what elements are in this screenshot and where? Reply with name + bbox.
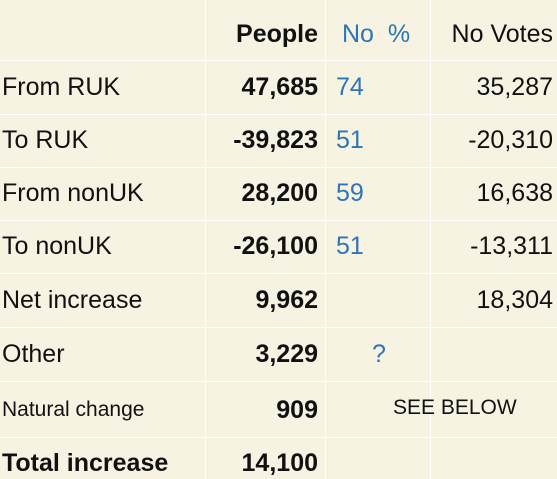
cell-label: To RUK [2, 126, 89, 154]
cell-no-votes: 16,638 [476, 179, 553, 207]
cell-label: From RUK [2, 73, 121, 101]
header-people: People [236, 20, 318, 48]
cell-people: 909 [276, 396, 318, 424]
cell-no-pct: 51 [336, 232, 364, 260]
cell-no-pct: ? [372, 340, 386, 368]
cell-people: 3,229 [255, 340, 318, 368]
cell-label: Natural change [2, 398, 145, 421]
column-divider [205, 0, 206, 479]
row-divider [0, 60, 557, 61]
header-no-pct: No % [342, 20, 411, 48]
cell-people: -26,100 [233, 232, 318, 260]
row-divider [0, 220, 557, 221]
column-divider [325, 0, 326, 479]
cell-people: 9,962 [255, 286, 318, 314]
cell-people: 28,200 [241, 179, 318, 207]
cell-people: -39,823 [233, 126, 318, 154]
column-divider [430, 0, 431, 479]
cell-label: To nonUK [2, 232, 112, 260]
row-divider [0, 114, 557, 115]
row-divider [0, 167, 557, 168]
row-divider [0, 437, 557, 438]
cell-no-pct: 74 [336, 73, 364, 101]
row-divider [0, 273, 557, 274]
cell-label: From nonUK [2, 179, 144, 207]
cell-label: Total increase [2, 449, 169, 477]
row-divider [0, 327, 557, 328]
cell-note: SEE BELOW [393, 396, 517, 419]
cell-no-votes: 18,304 [476, 286, 553, 314]
cell-people: 47,685 [241, 73, 318, 101]
cell-label: Net increase [2, 286, 143, 314]
cell-label: Other [2, 340, 65, 368]
cell-no-votes: -13,311 [470, 232, 553, 260]
header-no-votes: No Votes [451, 20, 553, 48]
cell-no-pct: 59 [336, 179, 364, 207]
cell-no-votes: -20,310 [468, 126, 553, 154]
cell-no-votes: 35,287 [476, 73, 553, 101]
cell-no-pct: 51 [336, 126, 364, 154]
row-divider [0, 381, 557, 382]
cell-people: 14,100 [241, 449, 318, 477]
